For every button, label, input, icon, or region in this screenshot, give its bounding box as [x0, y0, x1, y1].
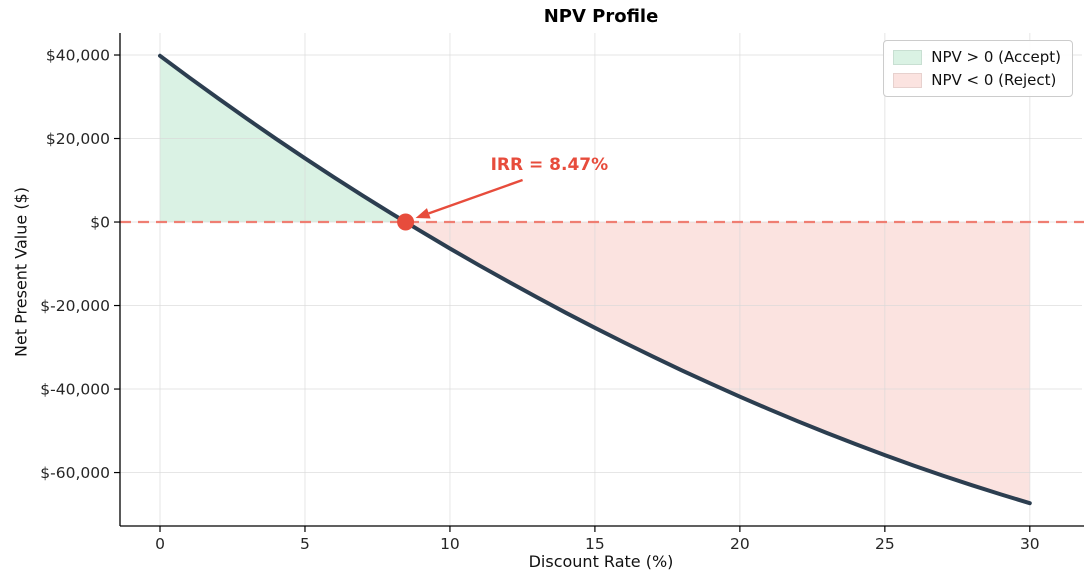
x-axis-label: Discount Rate (%)	[528, 552, 674, 571]
y-tick-label: $40,000	[46, 47, 110, 65]
x-tick-label: 15	[585, 535, 605, 553]
legend-label-reject: NPV < 0 (Reject)	[931, 71, 1057, 89]
y-tick-label: $0	[90, 214, 110, 232]
npv-series	[158, 53, 1032, 506]
irr-annotation: IRR = 8.47%	[490, 155, 609, 176]
region-fills	[160, 55, 1030, 504]
irr-arrow	[415, 178, 523, 219]
y-tick-label: $-20,000	[40, 297, 110, 315]
legend: NPV > 0 (Accept) NPV < 0 (Reject)	[883, 40, 1073, 97]
tick-labels: 0 5 10 15 20 25 30 $40,000 $20,000 $0 $-20,000 $-40…	[40, 47, 1039, 553]
legend-label-accept: NPV > 0 (Accept)	[931, 48, 1061, 66]
irr-marker	[397, 213, 415, 231]
x-tick-label: 10	[440, 535, 460, 553]
x-tick-label: 5	[300, 535, 310, 553]
y-tick-label: $20,000	[46, 130, 110, 148]
y-axis-label: Net Present Value ($)	[11, 187, 31, 357]
x-tick-label: 25	[875, 535, 895, 553]
axes	[114, 33, 1084, 532]
x-tick-label: 30	[1020, 535, 1040, 553]
x-tick-label: 20	[730, 535, 750, 553]
legend-entry-accept: NPV > 0 (Accept)	[893, 48, 1061, 66]
accept-region-fill	[160, 55, 406, 222]
irr-point-marker	[397, 213, 415, 231]
legend-swatch-accept-icon	[893, 49, 923, 65]
reject-region-fill	[405, 222, 1030, 504]
y-tick-label: $-60,000	[40, 464, 110, 482]
chart-title: NPV Profile	[543, 6, 659, 27]
npv-curve	[158, 53, 1032, 506]
y-tick-label: $-40,000	[40, 381, 110, 399]
arrowhead-icon	[415, 208, 431, 219]
legend-entry-reject: NPV < 0 (Reject)	[893, 71, 1061, 89]
legend-swatch-reject-icon	[893, 72, 923, 88]
gridlines	[120, 33, 1082, 526]
x-tick-label: 0	[155, 535, 165, 553]
